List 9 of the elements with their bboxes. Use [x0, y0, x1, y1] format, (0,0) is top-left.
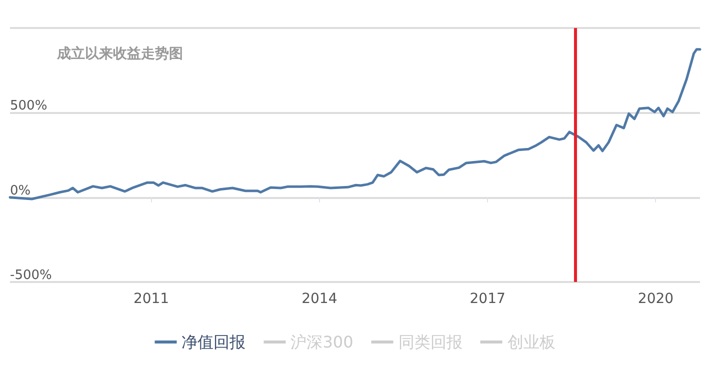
text: 成立以来收益走势图 [56, 45, 183, 62]
y-tick-label: 500% [10, 98, 48, 114]
y-tick-label: 0% [10, 183, 31, 198]
x-tick-label: 2017 [470, 291, 506, 307]
y-tick-label: -500% [10, 268, 52, 283]
x-tick-label: 2014 [302, 291, 338, 307]
x-tick-label: 2011 [133, 291, 170, 307]
x-tick-label: 2020 [638, 291, 674, 307]
legend-label: 净值回报 [182, 332, 246, 352]
